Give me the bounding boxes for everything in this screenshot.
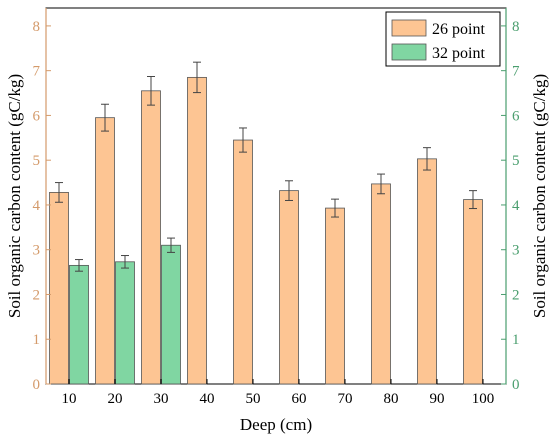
x-tick-label-30: 30 (154, 391, 169, 407)
legend-swatch-32-point (391, 43, 427, 61)
x-tick-label-20: 20 (108, 391, 123, 407)
x-tick-label-80: 80 (384, 391, 399, 407)
left-y-axis: 0 1 2 3 4 5 6 7 8 (33, 8, 51, 393)
y-axis-title-left: Soil organic carbon content (gC/kg) (5, 74, 24, 318)
left-tick-label-1: 1 (33, 332, 41, 348)
right-tick-label-8: 8 (512, 19, 520, 35)
x-tick-label-60: 60 (292, 391, 307, 407)
right-tick-label-4: 4 (512, 198, 520, 214)
x-axis: 10 20 30 40 50 60 70 80 90 100 (62, 379, 495, 407)
bar-32-point-30 (161, 244, 181, 385)
legend-label-26-point: 26 point (432, 21, 485, 38)
bar-32-point-10 (69, 264, 89, 385)
left-tick-label-5: 5 (33, 153, 41, 169)
left-tick-label-8: 8 (33, 19, 41, 35)
x-tick-label-70: 70 (338, 391, 353, 407)
bar-26-point-70 (325, 207, 345, 385)
bar-26-point-90 (417, 158, 437, 385)
right-y-axis: 0 1 2 3 4 5 6 7 8 (501, 8, 520, 393)
x-tick-label-100: 100 (472, 391, 495, 407)
bar-26-point-60 (279, 190, 299, 385)
x-tick-label-50: 50 (246, 391, 261, 407)
legend-swatch-26-point (391, 19, 427, 37)
bar-26-point-10 (49, 192, 69, 385)
left-tick-label-6: 6 (33, 108, 41, 124)
left-tick-label-0: 0 (33, 377, 41, 393)
x-tick-label-10: 10 (62, 391, 77, 407)
bar-26-point-30 (141, 90, 161, 385)
right-tick-label-1: 1 (512, 332, 520, 348)
bars-group (49, 61, 483, 385)
right-tick-label-7: 7 (512, 64, 520, 80)
left-tick-label-7: 7 (33, 64, 41, 80)
bar-26-point-40 (187, 76, 207, 385)
right-tick-label-3: 3 (512, 243, 520, 259)
bar-26-point-20 (95, 117, 115, 385)
bar-26-point-100 (463, 199, 483, 385)
right-tick-label-0: 0 (512, 377, 520, 393)
x-tick-label-40: 40 (200, 391, 215, 407)
bar-26-point-80 (371, 183, 391, 385)
bar-26-point-50 (233, 139, 253, 385)
left-tick-label-4: 4 (33, 198, 41, 214)
x-axis-title: Deep (cm) (240, 415, 312, 434)
right-tick-label-2: 2 (512, 287, 520, 303)
x-tick-label-90: 90 (430, 391, 445, 407)
right-tick-label-6: 6 (512, 108, 520, 124)
left-tick-label-2: 2 (33, 287, 41, 303)
legend: 26 point 32 point (385, 11, 501, 67)
y-axis-title-right: Soil organic carbon content (gC/kg) (530, 74, 549, 318)
right-tick-label-5: 5 (512, 153, 520, 169)
left-tick-label-3: 3 (33, 243, 41, 259)
legend-label-32-point: 32 point (432, 45, 485, 62)
bar-32-point-20 (115, 261, 135, 385)
